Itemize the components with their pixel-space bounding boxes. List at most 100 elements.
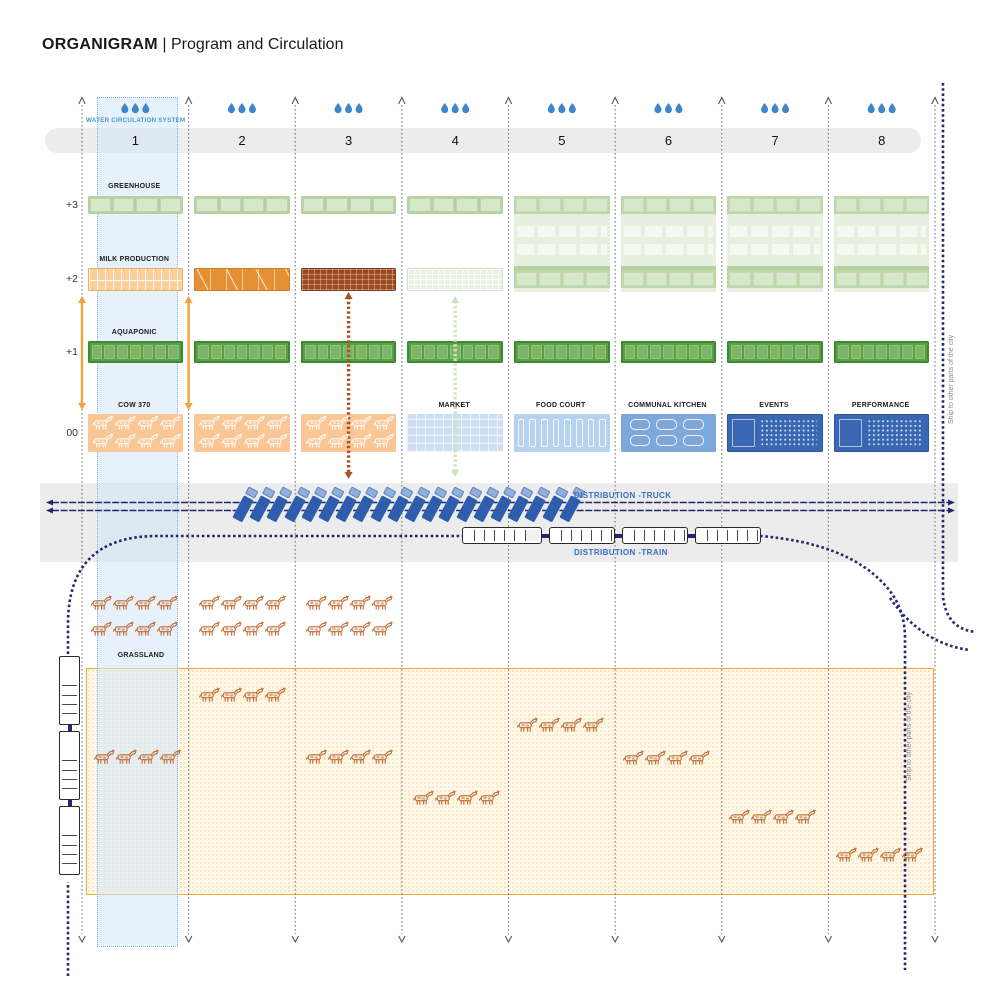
car-windows xyxy=(552,530,612,541)
segment xyxy=(475,345,487,359)
stall-cell xyxy=(564,419,572,447)
stall-cell xyxy=(529,419,536,447)
segment xyxy=(835,272,858,286)
segment xyxy=(219,198,241,212)
segment xyxy=(889,345,900,359)
cow-icon xyxy=(199,621,220,636)
program-label-aquaponic: AQUAPONIC xyxy=(111,329,157,336)
train-coupler xyxy=(67,800,72,806)
cow-icon xyxy=(243,621,264,636)
segment xyxy=(729,272,751,286)
column-header-7: 7 xyxy=(771,133,779,148)
segment xyxy=(622,198,645,212)
car-windows xyxy=(465,530,521,541)
stall-cell xyxy=(576,419,583,447)
segments xyxy=(301,196,397,214)
market-block xyxy=(407,414,503,452)
segment xyxy=(850,345,862,359)
segment xyxy=(117,345,128,359)
segments xyxy=(514,196,610,214)
segment xyxy=(91,345,103,359)
greenhouse-bar xyxy=(407,196,503,214)
cow-icon xyxy=(306,621,327,636)
water-drop-icon xyxy=(451,103,459,114)
water-drop-icon xyxy=(248,103,256,114)
food-court-block xyxy=(514,414,610,452)
table-icon xyxy=(656,434,678,446)
cow-icon xyxy=(265,621,286,636)
segment xyxy=(744,345,755,359)
water-drop-icon xyxy=(558,103,566,114)
segment xyxy=(863,345,875,359)
segments xyxy=(514,266,610,288)
segments xyxy=(833,266,930,288)
aquaponic-bar xyxy=(620,341,717,363)
program-label-food-court: FOOD COURT xyxy=(536,402,586,409)
segment xyxy=(249,345,261,359)
segment xyxy=(646,272,668,286)
segment xyxy=(795,345,807,359)
segment xyxy=(650,345,662,359)
program-label-events: EVENTS xyxy=(759,402,789,409)
segment xyxy=(669,198,691,212)
segment xyxy=(266,198,288,212)
segment xyxy=(769,345,781,359)
segment xyxy=(449,345,461,359)
train-coupler xyxy=(615,533,622,538)
segment xyxy=(424,345,435,359)
segment xyxy=(330,345,342,359)
seating-dots xyxy=(760,419,817,447)
segment xyxy=(462,345,474,359)
segments xyxy=(620,266,717,288)
water-circulation-label: WATER CIRCULATION SYSTEM xyxy=(86,117,186,124)
segment xyxy=(236,345,248,359)
segment xyxy=(756,345,768,359)
segment xyxy=(432,198,455,212)
train-car xyxy=(59,806,80,875)
segments xyxy=(729,343,821,361)
stage-icon xyxy=(732,419,756,447)
stall-cell xyxy=(540,419,548,447)
stage-icon xyxy=(838,419,862,447)
segment xyxy=(752,272,775,286)
table-icon xyxy=(683,434,704,446)
segment xyxy=(692,198,715,212)
row xyxy=(730,244,820,255)
milk-production-block xyxy=(407,268,503,291)
milk-production-block xyxy=(194,268,290,291)
segment xyxy=(516,272,538,286)
segment xyxy=(355,345,367,359)
cow-icon xyxy=(372,621,393,636)
stall-cell xyxy=(552,419,560,447)
table-icon xyxy=(629,418,651,430)
water-drop-icon xyxy=(345,103,353,114)
segment xyxy=(409,198,431,212)
segment xyxy=(729,198,751,212)
aquaponic-bar xyxy=(727,341,823,363)
segment xyxy=(129,345,141,359)
row xyxy=(517,244,607,255)
communal-kitchen-block xyxy=(620,414,717,452)
row xyxy=(836,244,927,255)
segment xyxy=(198,345,209,359)
greenhouse-big-block xyxy=(514,196,610,292)
segment xyxy=(155,345,167,359)
ship-city-label-right: Ship to other parts of the city xyxy=(948,334,955,424)
floor-label-+1: +1 xyxy=(66,346,78,358)
milk-production-block xyxy=(300,268,397,291)
segment xyxy=(906,198,928,212)
greenhouse-big-block xyxy=(727,196,823,292)
greenhouse-bar xyxy=(300,196,397,214)
water-drop-icon xyxy=(771,103,779,114)
water-drop-icon xyxy=(867,103,875,114)
cow-370-block xyxy=(87,414,184,452)
water-drop-icon xyxy=(238,103,246,114)
segment xyxy=(104,345,116,359)
segment xyxy=(556,345,568,359)
segment xyxy=(372,198,395,212)
segments xyxy=(833,196,930,214)
segments xyxy=(407,196,503,214)
cow-370-block xyxy=(300,414,397,452)
stall-cell xyxy=(517,419,525,447)
